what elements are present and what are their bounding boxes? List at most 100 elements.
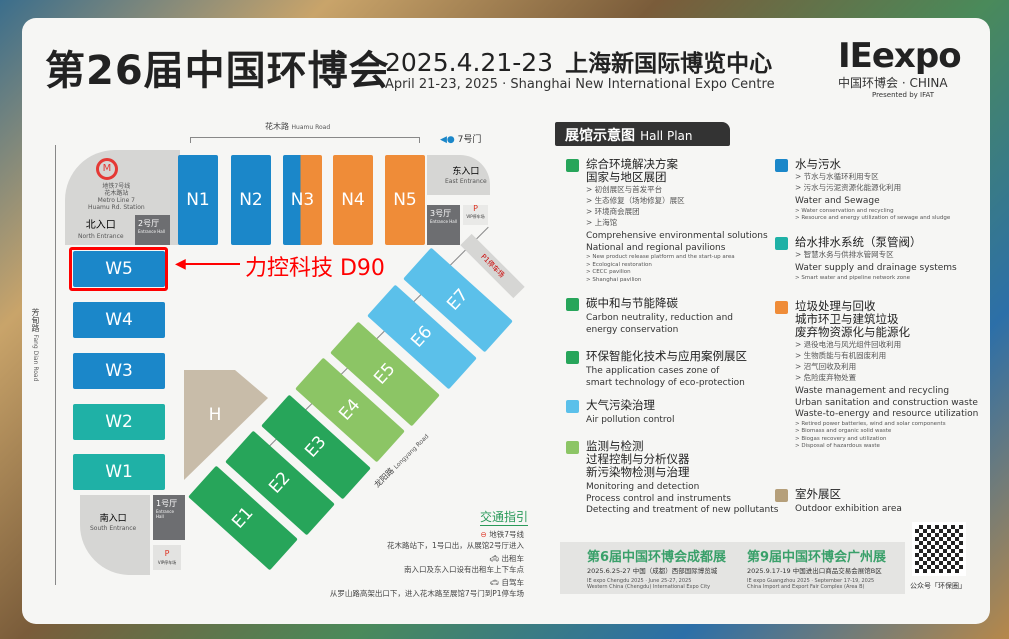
legend-swatch xyxy=(775,301,788,314)
arrow-left-icon: ◀● xyxy=(440,135,455,145)
road-west-line xyxy=(55,145,56,585)
legend-en-sub: > Smart water and pipeline network zone xyxy=(795,274,911,281)
hall-n3[interactable]: N3 xyxy=(283,155,322,245)
hall-w5[interactable]: W5 xyxy=(73,251,165,287)
legend-item: 环保智能化技术与应用案例展区 The application cases zone… xyxy=(566,349,747,389)
east-entrance: 东入口 East Entrance xyxy=(445,167,487,186)
subtitle-en: April 21-23, 2025 · Shanghai New Interna… xyxy=(385,77,775,92)
legend-zh: 国家与地区展团 xyxy=(586,170,667,184)
hall-w1[interactable]: W1 xyxy=(73,454,165,490)
logo-zh: 中国环博会 · CHINA xyxy=(838,76,948,90)
legend-en: Waste-to-energy and resource utilization xyxy=(795,409,979,419)
legend-sub: > 退役电池与风光组件回收利用 xyxy=(795,340,902,349)
legend-en: energy conservation xyxy=(586,324,679,335)
highlight-box xyxy=(69,247,168,291)
hall-n2[interactable]: N2 xyxy=(231,155,271,245)
legend-en: Urban sanitation and construction waste xyxy=(795,397,978,408)
legend-zh: 城市环卫与建筑垃圾 xyxy=(795,312,899,326)
legend-zh: 综合环境解决方案 xyxy=(586,157,678,171)
hall-n5[interactable]: N5 xyxy=(385,155,425,245)
hall-h[interactable]: H xyxy=(208,405,222,425)
venue: 上海新国际博览中心 xyxy=(565,51,773,77)
ieexpo-logo: IEexpo 中国环博会 · CHINA Presented by IFAT xyxy=(838,38,968,108)
legend-en: The application cases zone of xyxy=(586,366,720,376)
legend-sub: > 环境商会展团 xyxy=(586,207,640,216)
legend-en: National and regional pavilions xyxy=(586,242,726,253)
legend-swatch xyxy=(566,298,579,311)
legend-swatch xyxy=(566,159,579,172)
annotation-arrow xyxy=(180,263,240,265)
legend-sub: > 智慧水务与供排水管网专区 xyxy=(795,250,894,259)
legend-en: Water and Sewage xyxy=(795,196,880,206)
hall-n1[interactable]: N1 xyxy=(178,155,218,245)
legend-en: Carbon neutrality, reduction and xyxy=(586,313,733,323)
legend-en: Air pollution control xyxy=(586,415,675,425)
north-entrance: 北入口 North Entrance xyxy=(78,220,124,240)
legend-en-sub: > Resource and energy utilization of sew… xyxy=(795,215,951,221)
legend-en: Waste management and recycling xyxy=(795,386,950,396)
traffic-title: 交通指引 xyxy=(480,510,529,526)
legend-zh: 室外展区 xyxy=(795,487,841,501)
legend-title: 展馆示意图 Hall Plan xyxy=(555,122,730,146)
logo-mark: IEexpo xyxy=(838,36,962,76)
legend-sub: > 上海馆 xyxy=(586,218,618,227)
event-guangzhou: 第9届中国环博会广州展 2025.9.17-19 中国进出口商品交易会展馆B区 … xyxy=(747,550,887,590)
logo-presented: Presented by IFAT xyxy=(871,91,935,99)
vip-parking-east: P VIP停车场 xyxy=(463,205,488,225)
legend-en-sub: > Retired power batteries, wind and sola… xyxy=(795,420,946,427)
legend-swatch xyxy=(775,159,788,172)
legend-sub: > 污水与污泥资源化能源化利用 xyxy=(795,183,902,192)
vip-parking-south: P VIP停车场 xyxy=(153,545,181,570)
hall-h-shape xyxy=(184,370,268,480)
arrow-head-icon: ◀ xyxy=(175,256,186,272)
qr-caption: 公众号「环保圈」 xyxy=(910,582,966,590)
south-entrance: 南入口 South Entrance xyxy=(90,514,137,533)
road-west: 芳甸路 Fang Dian Road xyxy=(31,308,40,382)
qr-code[interactable] xyxy=(912,522,966,576)
legend-en-sub: > Biogas recovery and utilization xyxy=(795,435,887,442)
car-icon: 🚗︎ xyxy=(489,578,500,587)
metro-label: 地铁7号线 花木路站 Metro Line 7 Huamu Rd. Station xyxy=(88,183,145,211)
legend-swatch xyxy=(775,489,788,502)
legend-en: Comprehensive environmental solutions xyxy=(586,231,768,241)
legend-item: 监测与检测 过程控制与分析仪器 新污染物检测与治理 Monitoring and de… xyxy=(566,439,779,517)
legend-item: 水与污水 > 节水与水循环利用专区 > 污水与污泥资源化能源化利用 Water and… xyxy=(775,157,951,223)
legend-sub: > 生物质能与有机固废利用 xyxy=(795,351,887,360)
event-dates: 2025.4.21-23 上海新国际博览中心 xyxy=(385,44,772,78)
traffic-car: 🚗︎ 自驾车 从罗山路高架出口下，进入花木路至展馆7号门到P1停车场 xyxy=(329,578,524,598)
legend-item: 室外展区 Outdoor exhibition area xyxy=(775,487,902,516)
metro-icon: M xyxy=(96,158,118,180)
legend-zh: 环保智能化技术与应用案例展区 xyxy=(586,349,747,363)
legend-en: smart technology of eco-protection xyxy=(586,377,745,388)
legend-en: Monitoring and detection xyxy=(586,482,700,492)
traffic-metro: ⊖ 地铁7号线 花木路站下，1号口出，从展馆2号厅进入 xyxy=(386,530,524,550)
east-entrance-area xyxy=(427,155,490,195)
entrance-hall-2: 2号厅 Entrance Hall xyxy=(135,215,170,245)
road-north: 花木路 Huamu Road xyxy=(265,122,331,131)
hall-n4[interactable]: N4 xyxy=(333,155,373,245)
legend-en: Detecting and treatment of new pollutant… xyxy=(586,505,779,515)
hall-w4[interactable]: W4 xyxy=(73,302,165,338)
hall-w3[interactable]: W3 xyxy=(73,353,165,389)
legend-swatch xyxy=(566,441,579,454)
legend-sub: > 危险废弃物处置 xyxy=(795,373,857,382)
traffic-taxi: 🚕︎ 出租车 南入口及东入口设有出租车上下车点 xyxy=(404,554,524,574)
legend-zh: 水与污水 xyxy=(795,157,841,171)
legend-item: 垃圾处理与回收 城市环卫与建筑垃圾 废弃物资源化与能源化 > 退役电池与风光组件回收利… xyxy=(775,299,979,451)
legend-en-sub: > CECC pavilion xyxy=(586,269,631,275)
legend-sub: > 沼气回收及利用 xyxy=(795,362,857,371)
legend-en-sub: > Ecological restoration xyxy=(586,261,652,268)
page-title: 第26届中国环博会 xyxy=(45,48,390,94)
event-chengdu: 第6届中国环博会成都展 2025.6.25-27 中国（成都）西部国际博览城 I… xyxy=(587,550,727,590)
hall-w2[interactable]: W2 xyxy=(73,404,165,440)
legend-swatch xyxy=(775,237,788,250)
gate-7: ◀● 7号门 xyxy=(440,135,482,145)
legend-swatch xyxy=(566,351,579,364)
metro-small-icon: ⊖ xyxy=(480,530,487,539)
legend-zh: 新污染物检测与治理 xyxy=(586,465,690,479)
taxi-icon: 🚕︎ xyxy=(489,554,500,563)
legend-zh: 垃圾处理与回收 xyxy=(795,299,876,313)
legend-swatch xyxy=(566,400,579,413)
entrance-hall-3: 3号厅 Entrance Hall xyxy=(427,205,460,245)
legend-zh: 监测与检测 xyxy=(586,439,644,453)
